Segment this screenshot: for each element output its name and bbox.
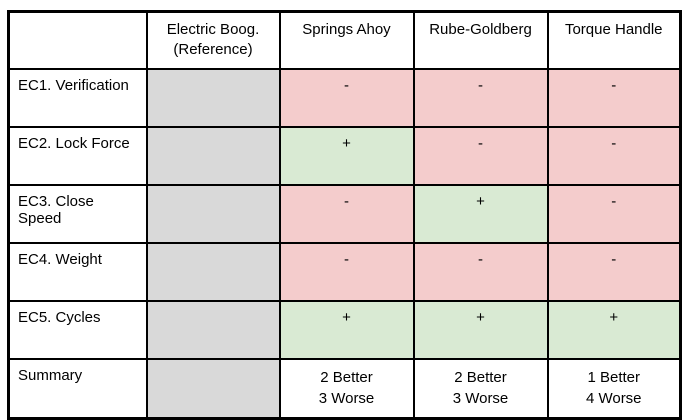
row-label-ec5-cycles: EC5. Cycles (7, 299, 148, 360)
cell-ec5-torque-handle: + (546, 299, 682, 360)
cell-ec1-rube-goldberg: - (412, 67, 549, 128)
cell-ec1-reference (145, 67, 281, 128)
table-row-ec1: EC1. Verification - - - (7, 67, 682, 128)
cell-ec1-springs-ahoy: - (278, 67, 415, 128)
cell-ec5-rube-goldberg: + (412, 299, 549, 360)
cell-ec4-springs-ahoy: - (278, 241, 415, 302)
cell-ec4-reference (145, 241, 281, 302)
table-row-ec4: EC4. Weight - - - (7, 241, 682, 302)
cell-ec2-reference (145, 125, 281, 186)
corner-cell (7, 10, 148, 70)
column-header-springs-ahoy: Springs Ahoy (278, 10, 415, 70)
cell-ec5-reference (145, 299, 281, 360)
cell-ec4-torque-handle: - (546, 241, 682, 302)
cell-ec3-torque-handle: - (546, 183, 682, 244)
table-row-summary: Summary 2 Better 3 Worse 2 Better 3 Wors… (7, 357, 682, 420)
row-label-ec3-close-speed: EC3. Close Speed (7, 183, 148, 244)
row-label-ec2-lock-force: EC2. Lock Force (7, 125, 148, 186)
cell-ec5-springs-ahoy: + (278, 299, 415, 360)
header-row: Electric Boog. (Reference) Springs Ahoy … (7, 10, 682, 70)
row-label-summary: Summary (7, 357, 148, 420)
row-label-ec1-verification: EC1. Verification (7, 67, 148, 128)
column-header-rube-goldberg: Rube-Goldberg (412, 10, 549, 70)
row-label-ec4-weight: EC4. Weight (7, 241, 148, 302)
cell-ec2-rube-goldberg: - (412, 125, 549, 186)
cell-ec4-rube-goldberg: - (412, 241, 549, 302)
cell-summary-rube-goldberg: 2 Better 3 Worse (412, 357, 549, 420)
cell-summary-reference (145, 357, 281, 420)
cell-summary-torque-handle: 1 Better 4 Worse (546, 357, 682, 420)
table-row-ec5: EC5. Cycles + + + (7, 299, 682, 360)
cell-ec2-torque-handle: - (546, 125, 682, 186)
column-header-reference: Electric Boog. (Reference) (145, 10, 281, 70)
concept-comparison-table: Electric Boog. (Reference) Springs Ahoy … (7, 10, 682, 420)
cell-ec3-springs-ahoy: - (278, 183, 415, 244)
table-row-ec3: EC3. Close Speed - + - (7, 183, 682, 244)
cell-ec2-springs-ahoy: + (278, 125, 415, 186)
cell-ec3-rube-goldberg: + (412, 183, 549, 244)
cell-ec3-reference (145, 183, 281, 244)
table-row-ec2: EC2. Lock Force + - - (7, 125, 682, 186)
cell-summary-springs-ahoy: 2 Better 3 Worse (278, 357, 415, 420)
column-header-torque-handle: Torque Handle (546, 10, 682, 70)
cell-ec1-torque-handle: - (546, 67, 682, 128)
